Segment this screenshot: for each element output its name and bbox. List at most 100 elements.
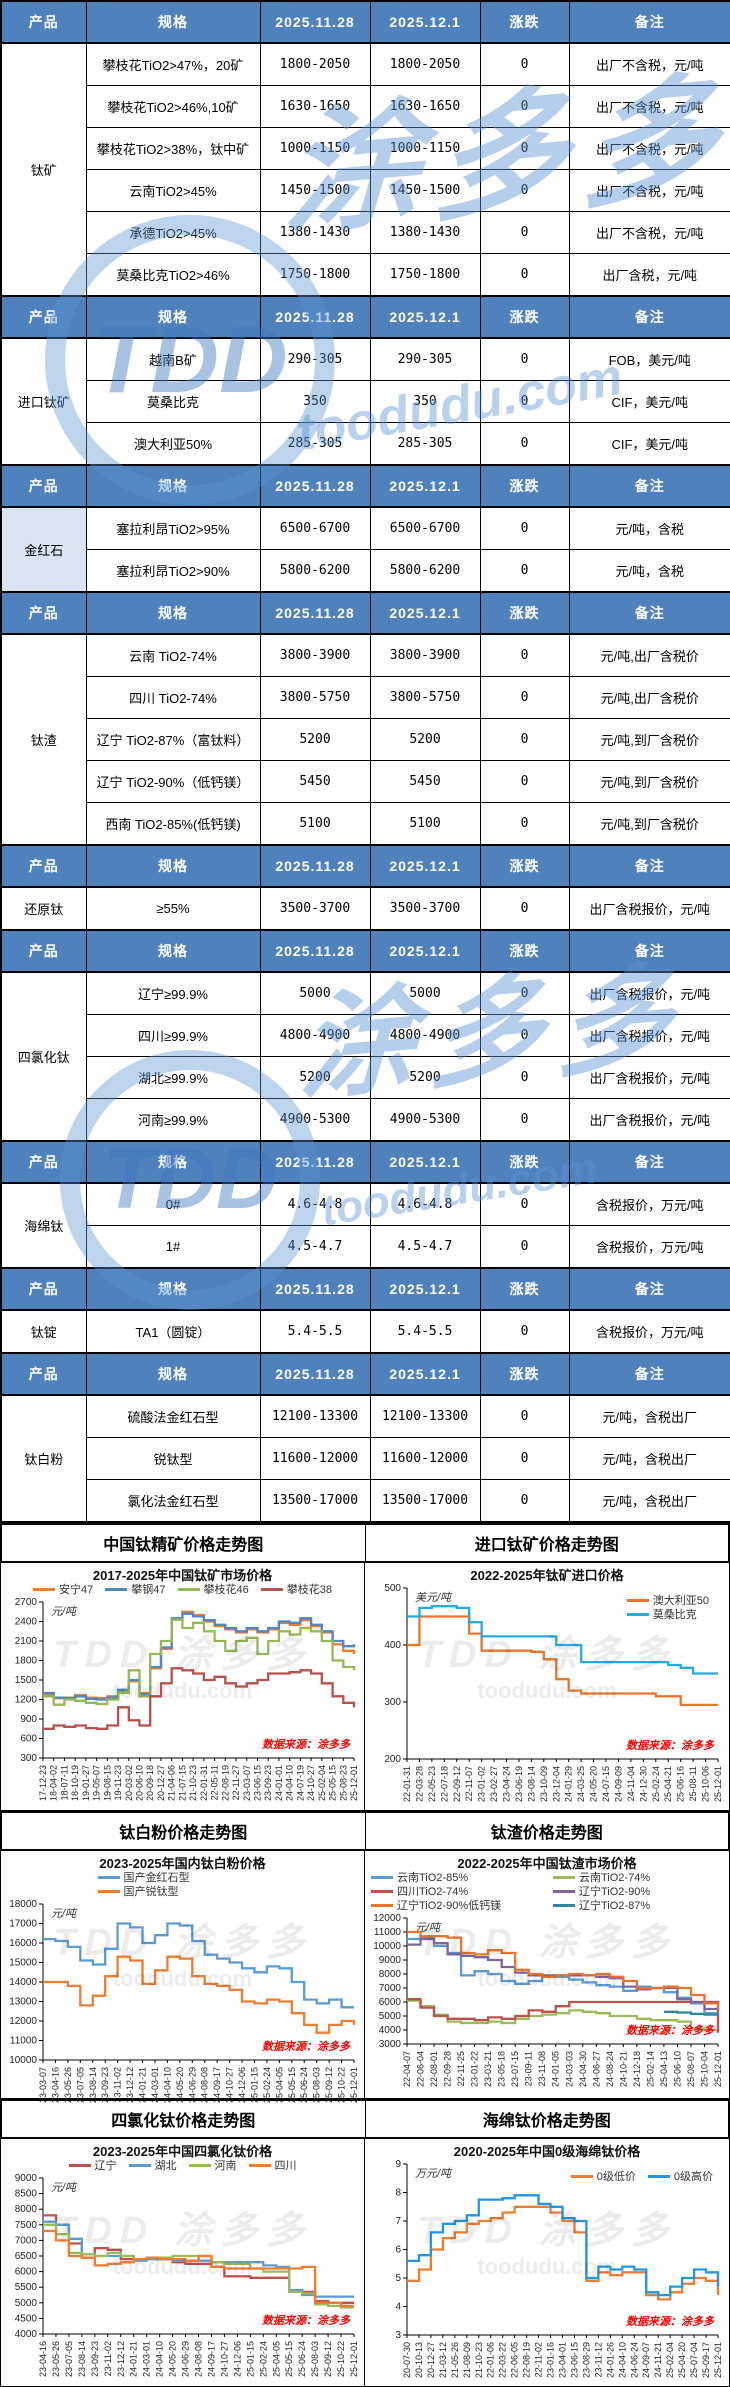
- svg-text:24-03-03: 24-03-03: [564, 2051, 574, 2087]
- svg-text:24-11-21: 24-11-21: [653, 2342, 663, 2377]
- note-cell: 出厂不含税，元/吨: [568, 211, 730, 254]
- price-prev-cell: 3800-3900: [259, 633, 371, 677]
- legend-item: 攀钢47: [105, 1582, 166, 1596]
- legend-item: 辽宁TiO2-90%低钙镁: [371, 1898, 541, 1912]
- svg-text:300: 300: [384, 1697, 401, 1708]
- price-curr-cell: 1450-1500: [369, 169, 481, 212]
- svg-text:25-10-04: 25-10-04: [699, 2051, 709, 2087]
- series-line: [43, 1667, 356, 1730]
- note-cell: 元/吨,到厂含税价: [568, 718, 730, 761]
- legend-item: 辽宁TiO2-87%: [553, 1898, 723, 1912]
- col-header-1: 规格: [85, 464, 261, 508]
- price-curr-cell: 6500-6700: [369, 506, 481, 550]
- col-header-1: 规格: [85, 591, 261, 635]
- svg-text:25-05-15: 25-05-15: [328, 1765, 338, 1801]
- svg-text:25-08-07: 25-08-07: [686, 2051, 696, 2087]
- charts-row: 2023-2025年中国四氯化钛价格 辽宁 湖北 河南 四川 4000 4500 5000 55…: [0, 2139, 730, 2387]
- chart-legend: 0级低价 0级高价: [565, 2169, 719, 2183]
- table-header-row: 产品 规格 2025.11.28 2025.12.1 涨跌 备注: [0, 591, 730, 635]
- legend-line-icon: [553, 1889, 575, 1893]
- svg-text:24-09-17: 24-09-17: [212, 2067, 222, 2103]
- note-cell: 元/吨，含税: [568, 506, 730, 550]
- svg-text:23-01-16: 23-01-16: [546, 2342, 556, 2378]
- svg-text:22-11-27: 22-11-27: [231, 1765, 241, 1800]
- change-cell: 0: [479, 169, 570, 212]
- svg-text:23-09-23: 23-09-23: [100, 2067, 110, 2103]
- spec-cell: 锐钛型: [85, 1437, 261, 1480]
- svg-text:23-01-22: 23-01-22: [470, 2051, 480, 2087]
- svg-text:25-05-15: 25-05-15: [287, 2067, 297, 2103]
- svg-text:23-12-12: 23-12-12: [125, 2067, 135, 2103]
- svg-text:24-10-27: 24-10-27: [219, 2341, 229, 2377]
- svg-text:6000: 6000: [15, 2267, 38, 2278]
- col-header-5: 备注: [568, 929, 730, 973]
- col-header-4: 涨跌: [479, 1267, 570, 1311]
- legend-line-icon: [188, 2163, 211, 2167]
- svg-text:25-12-01: 25-12-01: [349, 1765, 359, 1801]
- change-cell: 0: [479, 971, 570, 1015]
- svg-text:19-08-15: 19-08-15: [102, 1765, 112, 1801]
- price-prev-cell: 5200: [259, 1056, 371, 1099]
- svg-text:23-09-23: 23-09-23: [263, 1765, 273, 1801]
- svg-text:12000: 12000: [9, 2016, 37, 2027]
- price-curr-cell: 13500-17000: [369, 1479, 481, 1523]
- svg-text:24-09-07: 24-09-07: [641, 2342, 651, 2378]
- chart-section-bar: 中国钛精矿价格走势图 进口钛矿价格走势图: [0, 1523, 730, 1563]
- table-row: 湖北≥99.9% 5200 5200 0 出厂含税报价，元/吨: [1, 1056, 730, 1099]
- legend-item: 湖北: [128, 2158, 177, 2172]
- change-cell: 0: [479, 127, 570, 170]
- svg-text:8: 8: [395, 2188, 401, 2199]
- svg-text:6000: 6000: [379, 1997, 402, 2008]
- svg-text:23-08-14: 23-08-14: [526, 1766, 536, 1802]
- series-line: [43, 1610, 356, 1700]
- spec-cell: 1#: [85, 1225, 261, 1269]
- note-cell: 元/吨，含税出厂: [568, 1437, 730, 1480]
- change-cell: 0: [479, 1056, 570, 1099]
- price-curr-cell: 5200: [369, 718, 481, 761]
- table-row: 四川 TiO2-74% 3800-5750 3800-5750 0 元/吨,出厂含税价: [1, 676, 730, 719]
- svg-text:23-03-21: 23-03-21: [483, 2051, 493, 2087]
- chart-ti-slag: 2022-2025年中国钛渣市场价格 云南TiO2-85% 云南TiO2-74% 四川…: [365, 1851, 730, 2099]
- note-cell: 出厂不含税，元/吨: [568, 169, 730, 212]
- col-header-1: 规格: [85, 1352, 261, 1396]
- price-curr-cell: 5100: [369, 802, 481, 846]
- chart-ticl4: 2023-2025年中国四氯化钛价格 辽宁 湖北 河南 四川 4000 4500 5000 55…: [0, 2139, 365, 2387]
- svg-text:25-08-03: 25-08-03: [310, 2341, 320, 2377]
- price-curr-cell: 3500-3700: [369, 886, 481, 931]
- change-cell: 0: [479, 1394, 570, 1438]
- table-row: 海绵钛 0# 4.6-4.8 4.6-4.8 0 含税报价，万元/吨: [0, 1182, 730, 1269]
- chart-sponge-ti: 2020-2025年中国0级海绵钛价格 3 4 5 6 7 8 9 20-07-30 20-10-…: [365, 2139, 730, 2387]
- svg-text:5000: 5000: [15, 2298, 38, 2309]
- spec-cell: 硫酸法金红石型: [85, 1394, 261, 1438]
- chart-legend: 国产金红石型 国产锐钛型: [1, 1870, 364, 1898]
- svg-text:21-03-12: 21-03-12: [438, 2342, 448, 2378]
- svg-text:6500: 6500: [15, 2251, 38, 2262]
- col-header-5: 备注: [568, 844, 730, 888]
- svg-text:24-08-24: 24-08-24: [605, 2051, 615, 2087]
- col-header-5: 备注: [568, 464, 730, 508]
- svg-text:24-10-21: 24-10-21: [618, 2051, 628, 2087]
- change-cell: 0: [479, 506, 570, 550]
- svg-text:18-10-19: 18-10-19: [70, 1765, 80, 1801]
- price-curr-cell: 285-305: [369, 422, 481, 466]
- svg-text:24-06-29: 24-06-29: [187, 2067, 197, 2103]
- svg-text:2400: 2400: [15, 1617, 38, 1628]
- col-header-2: 2025.11.28: [259, 844, 371, 888]
- svg-text:23-04-16: 23-04-16: [38, 2341, 48, 2377]
- price-prev-cell: 3500-3700: [259, 886, 371, 931]
- table-row: 1# 4.5-4.7 4.5-4.7 0 含税报价，万元/吨: [1, 1225, 730, 1269]
- price-prev-cell: 12100-13300: [259, 1394, 371, 1438]
- svg-text:24-06-29: 24-06-29: [181, 2341, 191, 2377]
- svg-text:400: 400: [384, 1640, 401, 1651]
- col-header-2: 2025.11.28: [259, 1352, 371, 1396]
- svg-text:24-03-25: 24-03-25: [576, 1766, 586, 1802]
- change-cell: 0: [479, 1479, 570, 1523]
- svg-text:25-04-05: 25-04-05: [274, 2067, 284, 2103]
- col-header-0: 产品: [0, 591, 87, 635]
- svg-text:24-01-26: 24-01-26: [605, 2342, 615, 2378]
- col-header-5: 备注: [568, 295, 730, 339]
- change-cell: 0: [479, 337, 570, 381]
- svg-text:25-06-16: 25-06-16: [676, 1766, 686, 1802]
- legend-item: 攀枝花38: [260, 1582, 332, 1596]
- svg-text:23-04-16: 23-04-16: [50, 2067, 60, 2103]
